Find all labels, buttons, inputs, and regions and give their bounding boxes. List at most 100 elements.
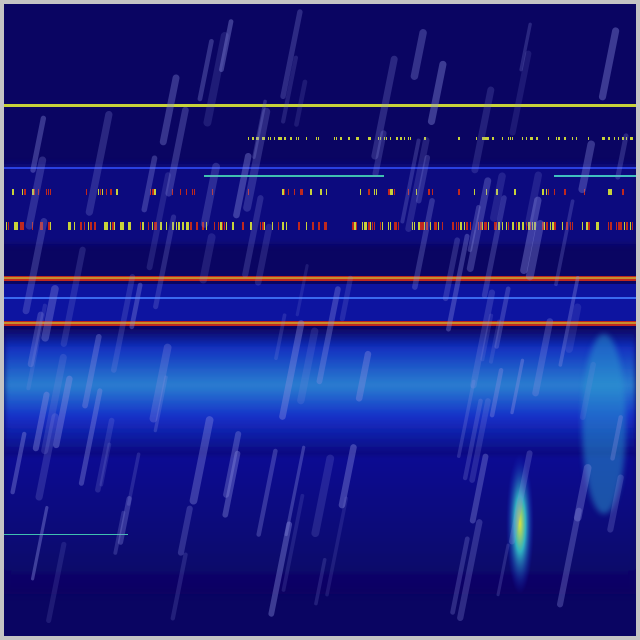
rain-streak bbox=[252, 99, 267, 159]
rain-streak bbox=[297, 327, 319, 405]
tick-mark bbox=[412, 222, 413, 230]
tick-mark bbox=[458, 222, 459, 230]
rain-streak bbox=[496, 543, 510, 597]
rain-streak bbox=[355, 350, 372, 402]
rain-streak bbox=[170, 552, 188, 621]
tick-mark bbox=[576, 137, 577, 140]
tick-mark bbox=[40, 222, 42, 230]
tick-mark bbox=[186, 222, 188, 230]
tick-mark bbox=[526, 137, 527, 140]
tick-mark bbox=[356, 222, 357, 230]
tick-mark bbox=[80, 222, 82, 230]
rain-streak bbox=[233, 152, 252, 219]
tick-mark bbox=[274, 137, 275, 140]
rain-streak bbox=[525, 171, 542, 227]
tick-mark bbox=[160, 222, 162, 230]
tick-mark bbox=[416, 189, 417, 195]
tick-mark bbox=[442, 222, 443, 230]
tick-mark bbox=[608, 189, 610, 195]
tick-mark bbox=[572, 222, 573, 230]
tick-mark bbox=[102, 189, 103, 195]
tick-mark bbox=[150, 189, 151, 195]
tick-mark bbox=[532, 137, 533, 140]
tick-mark bbox=[630, 222, 631, 230]
tick-mark bbox=[566, 222, 568, 230]
tick-mark bbox=[598, 222, 599, 230]
tick-mark bbox=[382, 222, 383, 230]
tick-mark bbox=[262, 222, 264, 230]
rain-streak bbox=[222, 450, 241, 518]
line-cyan-low bbox=[4, 534, 128, 535]
tick-mark bbox=[478, 222, 479, 230]
rain-streak bbox=[371, 55, 398, 160]
tick-mark bbox=[488, 137, 489, 140]
band-main bbox=[4, 329, 636, 454]
rain-streak bbox=[243, 107, 271, 212]
tick-mark bbox=[390, 222, 391, 230]
tick-mark bbox=[548, 137, 549, 140]
rain-streak bbox=[281, 55, 298, 124]
rain-streak bbox=[30, 115, 47, 173]
rain-streak bbox=[410, 29, 427, 80]
tick-mark bbox=[268, 137, 269, 140]
tick-mark bbox=[316, 137, 317, 140]
tick-mark bbox=[480, 222, 482, 230]
tick-mark bbox=[272, 222, 273, 230]
tick-mark bbox=[68, 222, 70, 230]
rain-streak bbox=[280, 9, 303, 100]
rain-streak bbox=[556, 507, 582, 608]
tick-mark bbox=[310, 189, 312, 195]
tick-mark bbox=[106, 189, 107, 195]
tick-mark bbox=[122, 222, 124, 230]
tick-mark bbox=[256, 137, 258, 140]
tick-mark bbox=[528, 222, 530, 230]
rain-streak bbox=[60, 246, 86, 347]
tick-mark bbox=[466, 222, 468, 230]
tick-mark bbox=[22, 222, 24, 230]
rain-streak bbox=[203, 32, 229, 127]
tick-mark bbox=[434, 222, 436, 230]
tick-mark bbox=[396, 137, 398, 140]
tick-mark bbox=[400, 137, 402, 140]
tick-mark bbox=[224, 222, 225, 230]
tick-mark bbox=[296, 137, 297, 140]
rain-streak bbox=[41, 353, 67, 455]
tick-mark bbox=[206, 222, 207, 230]
rain-streak bbox=[466, 177, 492, 272]
rain-streak bbox=[372, 130, 387, 177]
tick-mark bbox=[556, 137, 557, 140]
rain-streak bbox=[99, 442, 112, 487]
tick-mark bbox=[482, 137, 484, 140]
rain-streak bbox=[281, 493, 305, 592]
tick-mark bbox=[486, 222, 487, 230]
tick-mark bbox=[618, 222, 620, 230]
tick-mark bbox=[522, 137, 523, 140]
tick-mark bbox=[32, 189, 34, 195]
tick-mark bbox=[554, 222, 556, 230]
tick-mark bbox=[260, 222, 261, 230]
rain-streak bbox=[146, 172, 171, 271]
tick-mark bbox=[22, 189, 23, 195]
rain-streak bbox=[35, 413, 59, 501]
tick-mark bbox=[588, 222, 590, 230]
tick-mark bbox=[106, 222, 108, 230]
tick-mark bbox=[508, 222, 509, 230]
rain-streak bbox=[520, 196, 542, 275]
tick-mark bbox=[166, 222, 167, 230]
rain-streak bbox=[189, 416, 214, 505]
tick-mark bbox=[374, 189, 375, 195]
tick-mark bbox=[340, 137, 342, 140]
tick-mark bbox=[348, 137, 350, 140]
rain-streak bbox=[579, 361, 596, 420]
rain-streak bbox=[113, 510, 126, 555]
tick-mark bbox=[536, 137, 538, 140]
rain-streak bbox=[450, 536, 470, 615]
tick-mark bbox=[610, 222, 612, 230]
tick-mark bbox=[522, 222, 524, 230]
tick-mark bbox=[624, 222, 625, 230]
tick-mark bbox=[154, 222, 156, 230]
tick-mark bbox=[558, 137, 560, 140]
rain-streak bbox=[509, 50, 532, 136]
tick-mark bbox=[488, 222, 489, 230]
rain-streak bbox=[242, 195, 264, 278]
